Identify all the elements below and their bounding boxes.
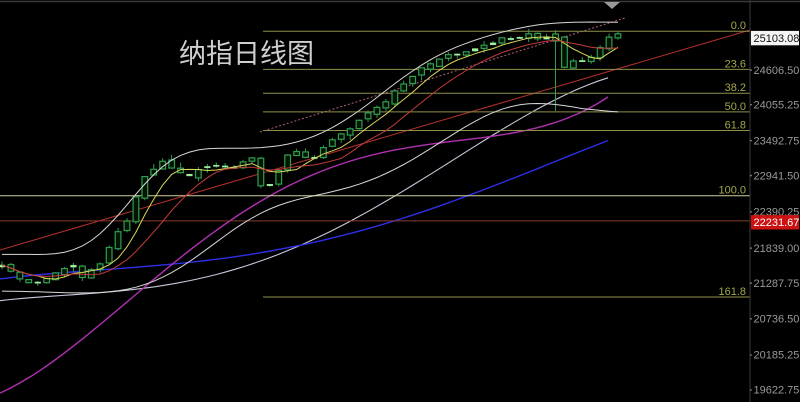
svg-text:61.8: 61.8: [725, 120, 746, 132]
svg-text:20736.50: 20736.50: [754, 313, 800, 325]
svg-text:161.8: 161.8: [718, 286, 746, 298]
svg-text:0.0: 0.0: [731, 20, 746, 32]
svg-text:20185.25: 20185.25: [754, 350, 800, 362]
svg-text:19622.75: 19622.75: [754, 385, 800, 397]
svg-text:100.0: 100.0: [718, 185, 746, 197]
svg-text:24606.50: 24606.50: [754, 65, 800, 77]
svg-text:23492.75: 23492.75: [754, 135, 800, 147]
svg-text:纳指日线图: 纳指日线图: [179, 39, 314, 69]
svg-text:50.0: 50.0: [725, 101, 746, 113]
svg-text:21839.00: 21839.00: [754, 243, 800, 255]
svg-text:21287.75: 21287.75: [754, 278, 800, 290]
svg-text:22941.50: 22941.50: [754, 170, 800, 182]
svg-text:22231.67: 22231.67: [754, 217, 800, 229]
svg-text:25103.08: 25103.08: [754, 33, 800, 45]
svg-text:23.6: 23.6: [725, 58, 746, 70]
svg-text:24055.25: 24055.25: [754, 99, 800, 111]
svg-text:38.2: 38.2: [725, 82, 746, 94]
